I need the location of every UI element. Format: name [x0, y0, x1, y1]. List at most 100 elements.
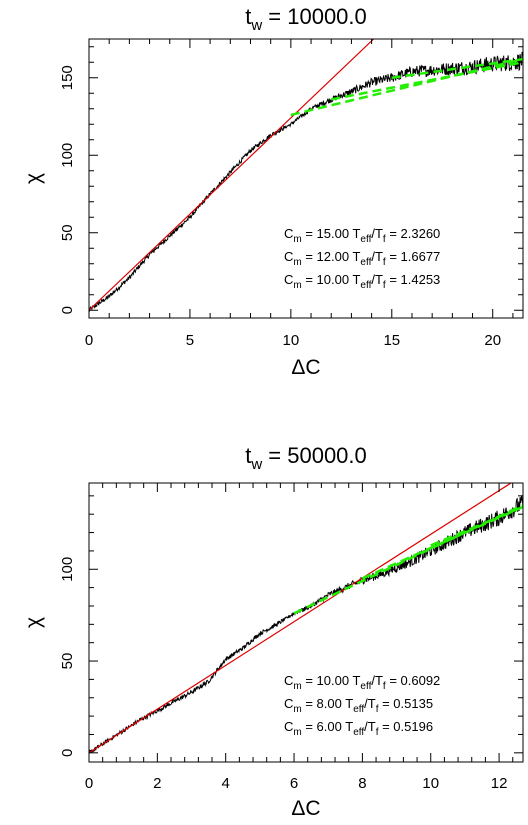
annotation-result: = 1.6677 [386, 249, 441, 264]
annotation-cm-value: = 12.00 [302, 249, 353, 264]
annotation-t-sub: eff [360, 234, 371, 245]
annotation-result: = 0.6092 [386, 673, 441, 688]
y-tick-label: 150 [59, 65, 76, 90]
data-series-1 [89, 495, 523, 754]
annotation-cm-value: = 8.00 [302, 696, 346, 711]
annotation-t: T [352, 226, 360, 241]
annotation-slash-t: /T [364, 719, 376, 734]
plot-area [89, 483, 523, 754]
annotation-slash-t: /T [364, 696, 376, 711]
annotation-slash-sub: f [383, 681, 386, 692]
annotation-slash-sub: f [376, 727, 379, 738]
annotation-c-sub: m [293, 704, 301, 715]
annotation-line-2: Cm = 8.00 Teff/Tf = 0.5135 [284, 696, 433, 715]
annotation-t: T [352, 249, 360, 264]
dashed-fit-2 [290, 57, 523, 117]
annotation-line-1: Cm = 10.00 Teff/Tf = 0.6092 [284, 673, 440, 692]
y-tick-label: 100 [59, 143, 76, 168]
annotation-t: T [352, 272, 360, 287]
annotation-slash-t: /T [371, 272, 383, 287]
y-tick-label: 50 [59, 224, 76, 241]
dashed-fit-3 [330, 61, 523, 101]
x-tick-label: 20 [484, 332, 501, 349]
annotation-slash-t: /T [371, 673, 383, 688]
y-axis-label: χ [22, 617, 45, 628]
y-axis-label: χ [22, 173, 45, 184]
annotation-cm-value: = 15.00 [302, 226, 353, 241]
fit-line [89, 483, 513, 754]
chart-panel-2: tw = 50000.0 0 2 4 6 8 10 12 0 50 100 ΔC χ Cm = 10.00… [22, 443, 524, 820]
annotation-t: T [345, 719, 353, 734]
annotation-c: C [284, 673, 293, 688]
x-axis-label: ΔC [291, 356, 320, 379]
annotation-slash-t: /T [371, 226, 383, 241]
x-tick-label: 2 [153, 775, 161, 792]
x-tick-label: 10 [422, 775, 439, 792]
x-tick-label: 4 [222, 775, 230, 792]
annotation-c: C [284, 226, 293, 241]
annotation-t-sub: eff [360, 280, 371, 291]
fit-line [89, 39, 375, 311]
annotation-line-3: Cm = 6.00 Teff/Tf = 0.5196 [284, 719, 433, 738]
y-tick-label: 0 [59, 306, 76, 314]
plot-frame [88, 482, 524, 763]
plot-area [89, 39, 523, 313]
annotation-t: T [345, 696, 353, 711]
annotation-t: T [352, 673, 360, 688]
x-axis-label: ΔC [291, 797, 320, 820]
annotation-cm-value: = 10.00 [302, 272, 353, 287]
annotation-c: C [284, 249, 293, 264]
x-tick-label: 10 [283, 332, 300, 349]
annotation-slash-t: /T [371, 249, 383, 264]
annotation-t-sub: eff [360, 257, 371, 268]
data-series-1 [89, 51, 523, 313]
annotation-result: = 1.4253 [386, 272, 441, 287]
annotation-c: C [284, 696, 293, 711]
annotation-t-sub: eff [360, 681, 371, 692]
x-tick-label: 12 [491, 775, 508, 792]
annotation-t-sub: eff [353, 704, 364, 715]
annotation-slash-sub: f [383, 234, 386, 245]
chart-title-main: t [245, 4, 251, 29]
annotation-line-2: Cm = 12.00 Teff/Tf = 1.6677 [284, 249, 440, 268]
y-tick-label: 0 [59, 749, 76, 757]
annotation-result: = 0.5196 [378, 719, 433, 734]
chart-title-rest: = 10000.0 [262, 4, 367, 29]
x-tick-label: 15 [383, 332, 400, 349]
annotation-line-1: Cm = 15.00 Teff/Tf = 2.3260 [284, 226, 440, 245]
x-tick-label: 0 [85, 775, 93, 792]
chart-panel-1: tw = 10000.0 0 5 10 15 20 0 50 100 150 ΔC χ Cm = 15.… [22, 4, 524, 379]
dashed-fit-4 [391, 57, 523, 79]
plot-frame [88, 38, 524, 319]
annotation-slash-sub: f [383, 280, 386, 291]
annotation-c-sub: m [293, 727, 301, 738]
annotation-slash-sub: f [376, 704, 379, 715]
chart-title-sub: w [250, 17, 262, 34]
annotation-slash-sub: f [383, 257, 386, 268]
x-tick-label: 5 [186, 332, 194, 349]
annotation-cm-value: = 10.00 [302, 673, 353, 688]
annotation-c-sub: m [293, 257, 301, 268]
x-tick-label: 6 [290, 775, 298, 792]
annotation-cm-value: = 6.00 [302, 719, 346, 734]
x-tick-label: 0 [85, 332, 93, 349]
annotation-t-sub: eff [353, 727, 364, 738]
chart-title: tw = 50000.0 [245, 443, 367, 473]
annotation-c-sub: m [293, 681, 301, 692]
chart-title: tw = 10000.0 [245, 4, 367, 34]
chart-title-main: t [245, 443, 251, 468]
x-tick-label: 8 [358, 775, 366, 792]
dashed-fit-4 [430, 505, 523, 547]
y-tick-label: 100 [59, 557, 76, 582]
y-tick-label: 50 [59, 653, 76, 670]
annotation-c-sub: m [293, 234, 301, 245]
annotation-result: = 2.3260 [386, 226, 441, 241]
chart-title-sub: w [250, 456, 262, 473]
annotation-line-3: Cm = 10.00 Teff/Tf = 1.4253 [284, 272, 440, 291]
annotation-c: C [284, 719, 293, 734]
annotation-c-sub: m [293, 280, 301, 291]
chart-title-rest: = 50000.0 [262, 443, 367, 468]
annotation-c: C [284, 272, 293, 287]
annotation-result: = 0.5135 [378, 696, 433, 711]
